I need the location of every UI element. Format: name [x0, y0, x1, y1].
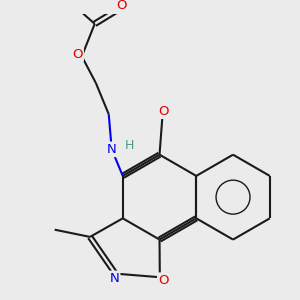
Text: O: O [116, 0, 127, 12]
Text: O: O [72, 48, 83, 61]
Text: N: N [110, 272, 119, 285]
Text: O: O [158, 105, 169, 118]
Text: H: H [125, 139, 134, 152]
Text: O: O [158, 274, 169, 287]
Text: N: N [107, 143, 117, 156]
